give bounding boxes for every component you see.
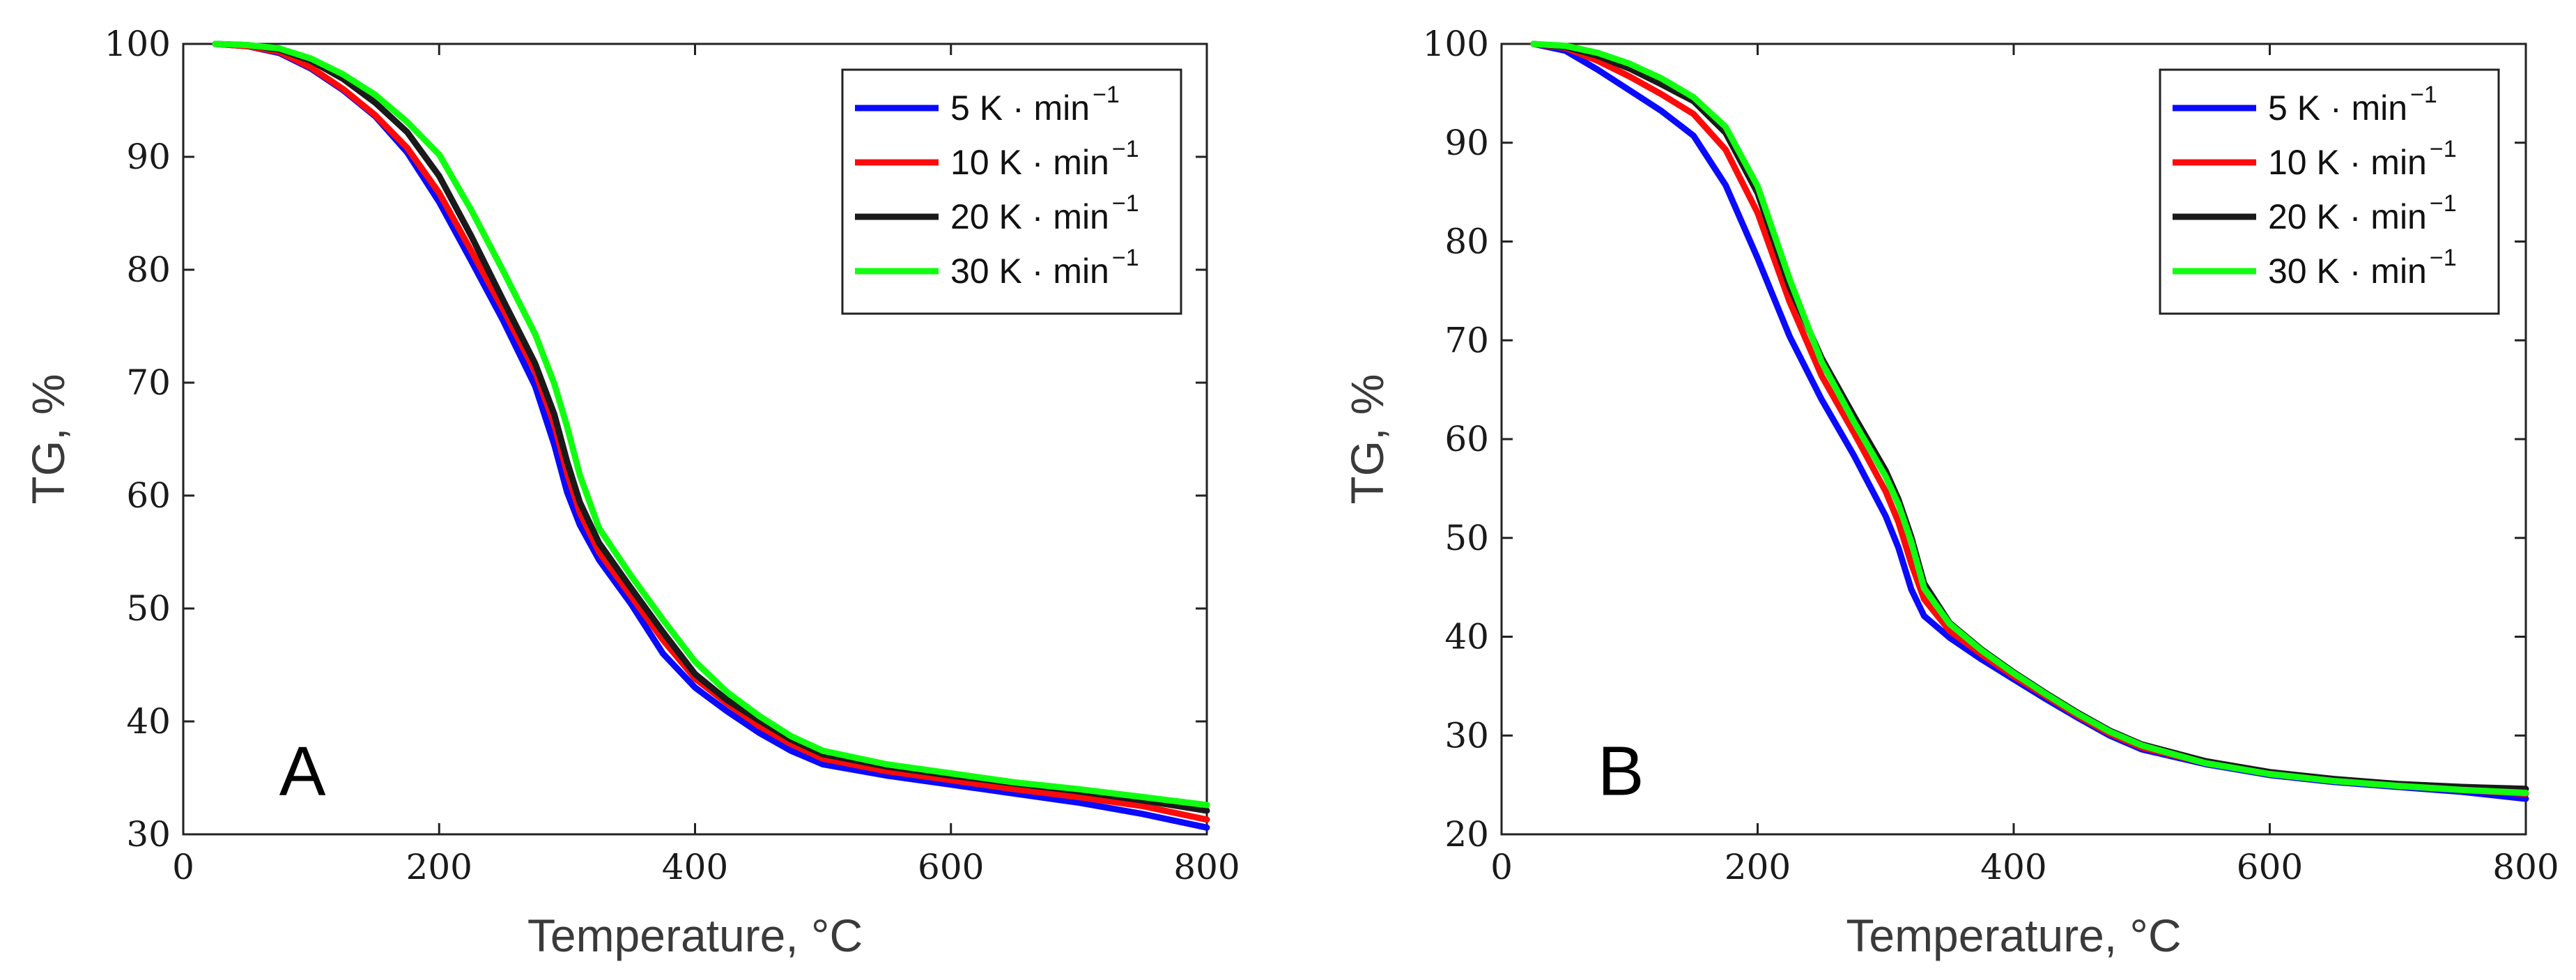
x-tick-label: 600 [918, 847, 984, 887]
y-axis-label: TG, % [22, 374, 74, 504]
y-tick-label: 60 [1444, 419, 1489, 459]
legend-entry-1: 5 K · min [2268, 89, 2407, 128]
legend-superscript: −1 [2410, 82, 2437, 108]
legend: 5 K · min −110 K · min −120 K · min −130 K … [2159, 68, 2500, 315]
x-axis-label: Temperature, °C [527, 910, 863, 961]
series-line-2 [212, 40, 1210, 823]
x-tick-label: 200 [1725, 847, 1791, 887]
legend-entry-2: 10 K · min [2268, 143, 2427, 182]
y-tick-label: 70 [1444, 320, 1489, 360]
y-tick-label: 50 [1444, 518, 1489, 558]
legend-entry-4: 30 K · min [2268, 252, 2427, 291]
y-tick-label: 40 [1444, 617, 1489, 657]
x-tick-label: 800 [1173, 847, 1240, 887]
panel-label: B [1598, 732, 1644, 810]
chart-panel-a: 0 200 400 600 800 30 40 50 60 70 80 90 100 Temperatur… [22, 24, 1240, 961]
y-tick-label: 40 [126, 701, 171, 742]
y-tick-label: 80 [126, 250, 171, 290]
x-tick-label: 200 [406, 847, 472, 887]
x-tick-label: 400 [1980, 847, 2046, 887]
series-line-4 [1530, 40, 2529, 796]
x-tick-label: 600 [2237, 847, 2303, 887]
y-tick-label: 30 [1444, 715, 1489, 756]
x-tick-label: 0 [1490, 847, 1513, 887]
x-tick-label: 800 [2492, 847, 2559, 887]
legend-superscript: −1 [2430, 245, 2457, 271]
legend-entry-2: 10 K · min [950, 143, 1109, 182]
x-axis-label: Temperature, °C [1846, 910, 2181, 961]
x-tick-label: 0 [172, 847, 194, 887]
legend-superscript: −1 [2430, 136, 2457, 162]
y-tick-label: 90 [1444, 123, 1489, 163]
panel-label: A [279, 732, 326, 810]
y-tick-label: 70 [126, 362, 171, 403]
x-tick-label: 400 [662, 847, 728, 887]
y-tick-label: 100 [105, 24, 171, 64]
chart-panel-b: 0 200 400 600 800 20 30 40 50 60 70 80 90 100 Temperat… [1341, 24, 2559, 961]
y-tick-label: 80 [1444, 222, 1489, 262]
legend-superscript: −1 [1112, 190, 1139, 217]
y-axis-label: TG, % [1341, 374, 1393, 504]
legend-superscript: −1 [1112, 136, 1139, 162]
series-line-4 [212, 40, 1210, 809]
legend-entry-3: 20 K · min [950, 197, 1109, 236]
y-tick-label: 50 [126, 588, 171, 629]
legend-entry-3: 20 K · min [2268, 197, 2427, 236]
y-tick-label: 100 [1423, 24, 1489, 64]
y-tick-label: 30 [126, 814, 171, 855]
y-tick-label: 90 [126, 137, 171, 177]
legend-superscript: −1 [1112, 245, 1139, 271]
y-tick-label: 60 [126, 475, 171, 516]
legend-superscript: −1 [1093, 82, 1120, 108]
legend: 5 K · min −110 K · min −120 K · min −130 K … [841, 68, 1182, 315]
legend-superscript: −1 [2430, 190, 2457, 217]
legend-entry-1: 5 K · min [950, 89, 1090, 128]
y-tick-label: 20 [1444, 814, 1489, 855]
legend-entry-4: 30 K · min [950, 252, 1109, 291]
